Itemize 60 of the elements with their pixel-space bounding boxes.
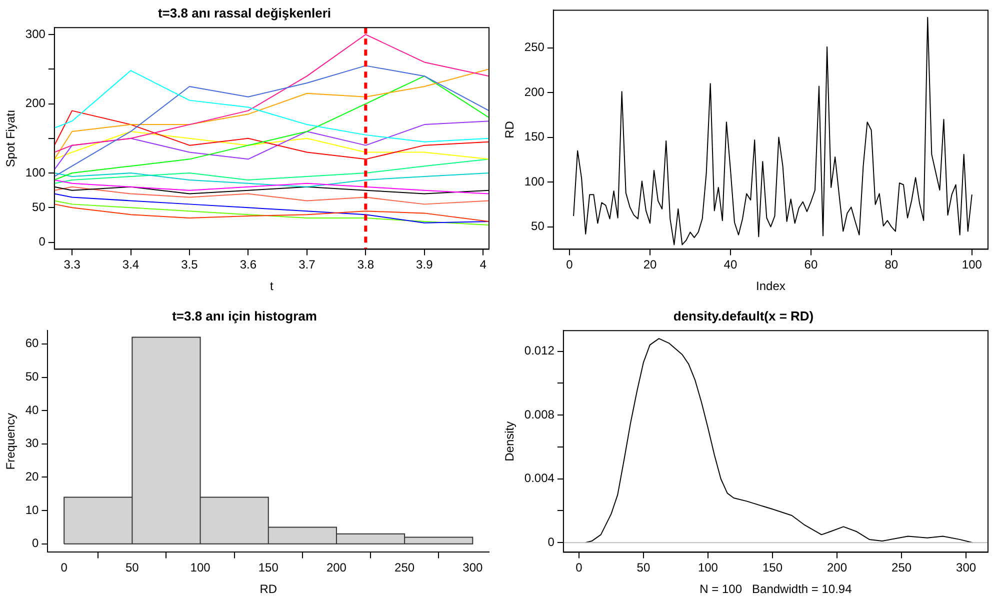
x-tick-label: 150 bbox=[762, 560, 783, 575]
y-tick-label: 300 bbox=[25, 26, 46, 41]
x-tick-label: 300 bbox=[462, 560, 483, 575]
x-tick-label: 3.3 bbox=[64, 258, 81, 272]
x-tick-label: 3.9 bbox=[416, 258, 434, 272]
chart-title: t=3.8 anı için histogram bbox=[172, 308, 317, 324]
x-tick-label: 3.8 bbox=[357, 258, 374, 272]
y-axis-title: Spot Fiyatı bbox=[4, 110, 18, 168]
y-tick-label: 60 bbox=[25, 336, 40, 350]
x-tick-label: 4 bbox=[480, 258, 487, 272]
y-tick-label: 0 bbox=[32, 536, 40, 550]
x-tick-label: 200 bbox=[826, 560, 848, 575]
x-tick-label: 3.4 bbox=[122, 258, 140, 272]
x-tick-label: 300 bbox=[956, 560, 976, 575]
x-tick-label: 150 bbox=[258, 560, 279, 575]
y-tick-label: 50 bbox=[32, 200, 46, 214]
y-axis-title: RD bbox=[502, 120, 517, 138]
x-axis-title: N = 100 Bandwidth = 10.94 bbox=[700, 582, 852, 596]
x-axis-title: Index bbox=[756, 279, 786, 294]
x-tick-label: 100 bbox=[962, 258, 982, 272]
chart-title: t=3.8 anı rassal değişkenleri bbox=[158, 5, 332, 20]
x-tick-label: 3.6 bbox=[240, 258, 257, 272]
y-tick-label: 200 bbox=[524, 84, 545, 99]
chart-title: density.default(x = RD) bbox=[673, 308, 814, 324]
x-tick-label: 60 bbox=[804, 258, 818, 272]
x-tick-label: 0 bbox=[576, 560, 583, 575]
y-tick-label: 0 bbox=[38, 234, 46, 249]
x-tick-label: 250 bbox=[892, 560, 912, 575]
y-tick-label: 0.004 bbox=[524, 471, 555, 486]
y-tick-label: 50 bbox=[531, 219, 545, 234]
y-tick-label: 100 bbox=[524, 174, 545, 188]
x-tick-label: 200 bbox=[326, 560, 347, 575]
x-tick-label: 50 bbox=[636, 560, 650, 575]
y-tick-label: 200 bbox=[25, 96, 46, 110]
y-tick-label: 10 bbox=[25, 502, 40, 517]
y-tick-label: 100 bbox=[25, 165, 46, 180]
y-tick-label: 20 bbox=[25, 470, 40, 484]
y-tick-label: 150 bbox=[524, 130, 545, 144]
x-tick-label: 100 bbox=[190, 560, 211, 575]
x-tick-label: 40 bbox=[724, 258, 738, 272]
x-tick-label: 100 bbox=[698, 560, 718, 575]
y-tick-label: 250 bbox=[524, 40, 545, 54]
y-tick-label: 0 bbox=[548, 534, 555, 549]
x-tick-label: 80 bbox=[884, 258, 898, 272]
y-tick-label: 0.012 bbox=[524, 344, 555, 358]
x-axis-title: t bbox=[270, 279, 274, 294]
y-tick-label: 0.008 bbox=[524, 407, 555, 422]
x-tick-label: 3.7 bbox=[298, 258, 316, 272]
x-tick-label: 20 bbox=[643, 258, 657, 272]
x-tick-label: 250 bbox=[394, 560, 415, 575]
x-tick-label: 50 bbox=[126, 560, 140, 575]
y-tick-label: 50 bbox=[25, 370, 40, 384]
x-tick-label: 0 bbox=[566, 258, 574, 272]
x-tick-label: 0 bbox=[60, 560, 68, 575]
y-axis-title: Density bbox=[502, 421, 517, 462]
y-axis-title: Frequency bbox=[4, 413, 18, 470]
x-axis-title: RD bbox=[260, 582, 278, 596]
y-tick-label: 30 bbox=[25, 436, 40, 450]
x-tick-label: 3.5 bbox=[181, 258, 198, 272]
y-tick-label: 40 bbox=[25, 402, 40, 417]
